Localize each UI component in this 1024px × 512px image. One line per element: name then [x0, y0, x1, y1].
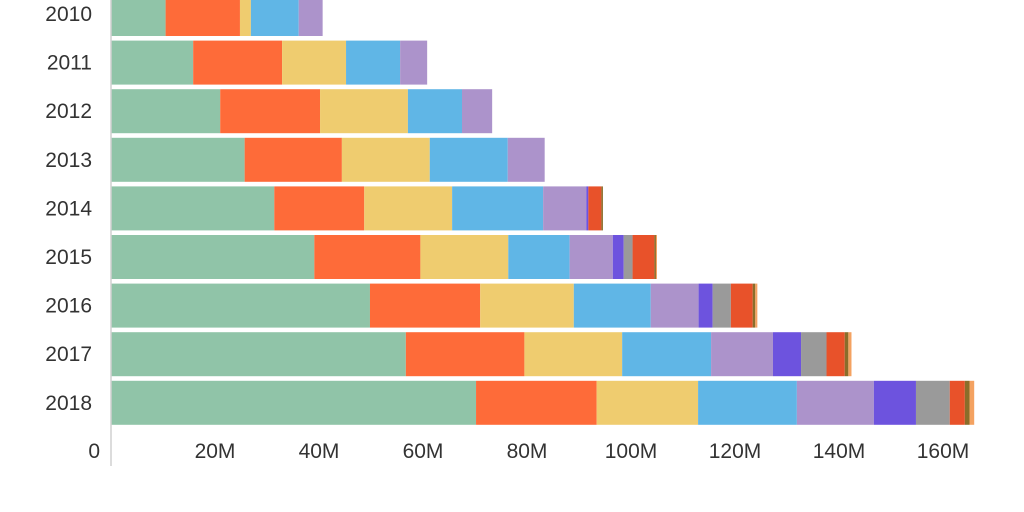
bar-segment-2010-series-1[interactable] — [111, 0, 166, 36]
bar-segment-2010-series-2[interactable] — [165, 0, 240, 36]
x-tick-label-160M: 160M — [917, 440, 970, 463]
bar-segment-2016-series-2[interactable] — [369, 283, 481, 328]
x-tick-label-60M: 60M — [403, 440, 444, 463]
bar-segment-2017-series-1[interactable] — [111, 332, 406, 377]
x-tick-label-0: 0 — [88, 440, 100, 463]
y-tick-label-2012: 2012 — [45, 100, 92, 123]
bar-segment-2017-series-5[interactable] — [711, 332, 773, 377]
bar-segment-2013-series-4[interactable] — [429, 137, 508, 182]
bar-segment-2015-series-3[interactable] — [420, 235, 509, 279]
bar-segment-2012-series-2[interactable] — [220, 89, 321, 134]
bar-segment-2018-series-8[interactable] — [949, 380, 965, 425]
y-tick-label-2010: 2010 — [45, 3, 92, 26]
bar-segment-2013-series-2[interactable] — [244, 137, 342, 182]
bar-segment-2018-series-2[interactable] — [476, 380, 597, 425]
bar-segment-2013-series-3[interactable] — [341, 137, 430, 182]
bar-segment-2018-series-3[interactable] — [596, 380, 699, 425]
bar-segment-2016-series-4[interactable] — [573, 283, 651, 328]
y-tick-label-2014: 2014 — [45, 197, 92, 220]
bar-segment-2014-series-3[interactable] — [364, 186, 453, 231]
bar-segment-2017-series-2[interactable] — [405, 332, 525, 377]
bar-segment-2018-series-5[interactable] — [796, 380, 874, 425]
y-tick-label-2017: 2017 — [45, 343, 92, 366]
bar-segment-2014-series-9[interactable] — [601, 186, 603, 231]
x-tick-label-40M: 40M — [299, 440, 340, 463]
x-tick-label-20M: 20M — [195, 440, 236, 463]
bar-segment-2015-series-5[interactable] — [569, 235, 613, 279]
bar-segment-2017-series-7[interactable] — [801, 332, 827, 377]
bar-segment-2016-series-6[interactable] — [698, 283, 713, 328]
y-tick-label-2015: 2015 — [45, 246, 92, 269]
bar-segment-2012-series-3[interactable] — [320, 89, 408, 134]
bar-segment-2010-series-4[interactable] — [250, 0, 299, 36]
x-tick-label-100M: 100M — [605, 440, 658, 463]
bar-segment-2010-series-3[interactable] — [239, 0, 251, 36]
bar-segment-2014-series-8[interactable] — [588, 186, 602, 231]
bar-segment-2018-series-4[interactable] — [698, 380, 797, 425]
bar-segment-2018-series-6[interactable] — [873, 380, 916, 425]
bar-segment-2017-series-10[interactable] — [848, 332, 852, 377]
bar-segment-2017-series-9[interactable] — [844, 332, 849, 377]
bar-segment-2016-series-5[interactable] — [650, 283, 699, 328]
bar-segment-2015-series-10[interactable] — [655, 235, 657, 279]
bar-segment-2016-series-1[interactable] — [111, 283, 370, 328]
bar-segment-2015-series-9[interactable] — [654, 235, 656, 279]
x-tick-label-80M: 80M — [507, 440, 548, 463]
bar-area — [111, 0, 975, 425]
bar-segment-2015-series-2[interactable] — [314, 235, 421, 279]
x-tick-label-120M: 120M — [709, 440, 762, 463]
bar-segment-2015-series-4[interactable] — [508, 235, 570, 279]
bar-segment-2013-series-5[interactable] — [507, 137, 545, 182]
bar-segment-2015-series-8[interactable] — [632, 235, 655, 279]
bar-segment-2011-series-3[interactable] — [282, 40, 347, 85]
bar-segment-2016-series-10[interactable] — [755, 283, 758, 328]
bar-segment-2014-series-2[interactable] — [274, 186, 365, 231]
bar-segment-2014-series-5[interactable] — [543, 186, 587, 231]
bar-segment-2018-series-7[interactable] — [915, 380, 950, 425]
x-tick-label-140M: 140M — [813, 440, 866, 463]
bar-segment-2015-series-1[interactable] — [111, 235, 315, 279]
bar-segment-2015-series-6[interactable] — [612, 235, 624, 279]
bar-segment-2011-series-1[interactable] — [111, 40, 194, 85]
y-tick-label-2018: 2018 — [45, 392, 92, 415]
bar-segment-2014-series-4[interactable] — [452, 186, 544, 231]
bar-segment-2014-series-1[interactable] — [111, 186, 275, 231]
bar-segment-2016-series-8[interactable] — [730, 283, 753, 328]
y-tick-label-2016: 2016 — [45, 295, 92, 318]
y-axis-labels: 2010 2011 2012 2013 2014 2015 2016 2017 2018 — [45, 3, 92, 415]
bar-segment-2018-series-1[interactable] — [111, 380, 477, 425]
bar-segment-2011-series-4[interactable] — [346, 40, 401, 85]
bar-segment-2012-series-1[interactable] — [111, 89, 221, 134]
bar-segment-2016-series-9[interactable] — [752, 283, 756, 328]
bar-segment-2011-series-5[interactable] — [400, 40, 428, 85]
bar-segment-2012-series-5[interactable] — [462, 89, 493, 134]
bar-segment-2017-series-4[interactable] — [622, 332, 712, 377]
bar-segment-2012-series-4[interactable] — [407, 89, 462, 134]
bar-segment-2016-series-7[interactable] — [712, 283, 731, 328]
bar-segment-2016-series-3[interactable] — [480, 283, 574, 328]
bar-segment-2017-series-6[interactable] — [772, 332, 802, 377]
y-tick-label-2011: 2011 — [47, 52, 92, 75]
bar-segment-2013-series-1[interactable] — [111, 137, 245, 182]
bar-segment-2017-series-3[interactable] — [524, 332, 623, 377]
bar-segment-2018-series-9[interactable] — [964, 380, 970, 425]
bar-segment-2015-series-7[interactable] — [623, 235, 633, 279]
bar-segment-2018-series-10[interactable] — [969, 380, 975, 425]
x-axis-labels: 0 20M 40M 60M 80M 100M 120M 140M 160M — [88, 440, 969, 463]
bar-segment-2014-series-6[interactable] — [586, 186, 589, 231]
bar-segment-2011-series-2[interactable] — [193, 40, 283, 85]
bar-segment-2017-series-8[interactable] — [826, 332, 845, 377]
y-tick-label-2013: 2013 — [45, 149, 92, 172]
bar-segment-2010-series-5[interactable] — [298, 0, 323, 36]
